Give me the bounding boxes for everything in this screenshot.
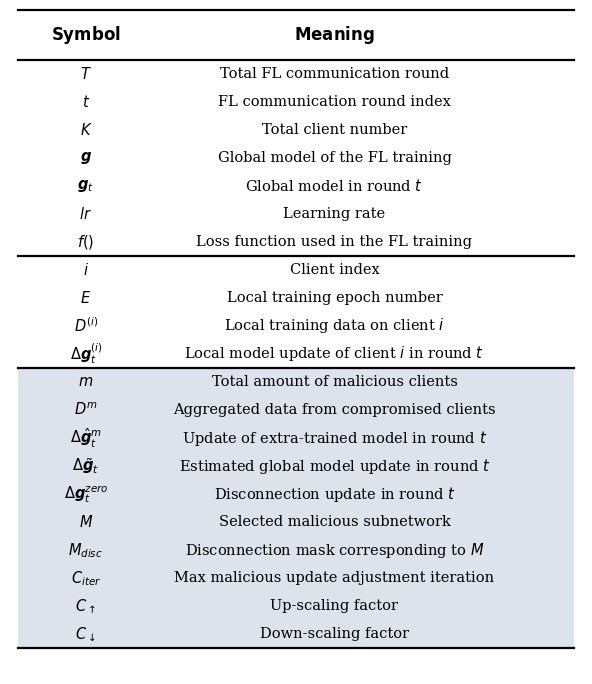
Text: FL communication round index: FL communication round index <box>218 94 451 109</box>
Text: $i$: $i$ <box>83 262 89 278</box>
Text: Total FL communication round: Total FL communication round <box>220 66 449 81</box>
Text: $\bf{Meaning}$: $\bf{Meaning}$ <box>294 24 375 46</box>
Text: Local model update of client $i$ in round $t$: Local model update of client $i$ in roun… <box>185 345 484 363</box>
Text: Disconnection mask corresponding to $M$: Disconnection mask corresponding to $M$ <box>185 541 484 560</box>
Text: $\Delta\hat{\boldsymbol{g}}_t^m$: $\Delta\hat{\boldsymbol{g}}_t^m$ <box>70 426 102 450</box>
Text: Loss function used in the FL training: Loss function used in the FL training <box>197 235 472 249</box>
Text: Global model in round $t$: Global model in round $t$ <box>246 178 423 194</box>
Text: Disconnection update in round $t$: Disconnection update in round $t$ <box>214 485 455 503</box>
Text: $E$: $E$ <box>81 290 91 306</box>
Text: $C_{\downarrow}$: $C_{\downarrow}$ <box>76 625 96 644</box>
Text: $C_{\uparrow}$: $C_{\uparrow}$ <box>76 597 96 616</box>
Text: Learning rate: Learning rate <box>284 207 385 221</box>
Text: Client index: Client index <box>289 263 379 277</box>
Text: Global model of the FL training: Global model of the FL training <box>217 150 452 165</box>
Text: $f()$: $f()$ <box>77 233 95 251</box>
Text: $\Delta\tilde{\boldsymbol{g}}_t$: $\Delta\tilde{\boldsymbol{g}}_t$ <box>72 456 99 476</box>
Text: Selected malicious subnetwork: Selected malicious subnetwork <box>218 515 451 529</box>
Text: $m$: $m$ <box>78 375 94 389</box>
Text: $K$: $K$ <box>79 122 92 137</box>
Text: Total amount of malicious clients: Total amount of malicious clients <box>211 375 458 389</box>
Text: Total client number: Total client number <box>262 122 407 137</box>
Text: $\bf{Symbol}$: $\bf{Symbol}$ <box>51 24 121 46</box>
Text: Update of extra-trained model in round $t$: Update of extra-trained model in round $… <box>182 429 487 447</box>
Text: Down-scaling factor: Down-scaling factor <box>260 627 409 642</box>
Text: Estimated global model update in round $t$: Estimated global model update in round $… <box>179 457 490 475</box>
Text: $D^m$: $D^m$ <box>74 402 98 419</box>
Text: $\Delta\boldsymbol{g}_t^{zero}$: $\Delta\boldsymbol{g}_t^{zero}$ <box>64 484 108 505</box>
Text: $D^{(i)}$: $D^{(i)}$ <box>73 317 98 335</box>
Text: Local training epoch number: Local training epoch number <box>227 291 442 305</box>
Text: $T$: $T$ <box>80 66 92 81</box>
Text: $C_{iter}$: $C_{iter}$ <box>71 569 101 588</box>
Text: $\Delta\boldsymbol{g}_t^{(i)}$: $\Delta\boldsymbol{g}_t^{(i)}$ <box>69 341 102 367</box>
Text: $M$: $M$ <box>79 514 93 530</box>
Bar <box>18 256 574 368</box>
Text: Max malicious update adjustment iteration: Max malicious update adjustment iteratio… <box>175 571 494 586</box>
Bar <box>18 368 574 648</box>
Text: Local training data on client $i$: Local training data on client $i$ <box>224 317 445 335</box>
Text: $\boldsymbol{g}_t$: $\boldsymbol{g}_t$ <box>78 178 94 194</box>
Text: $lr$: $lr$ <box>79 206 92 222</box>
Bar <box>18 10 574 60</box>
Text: $M_{disc}$: $M_{disc}$ <box>69 541 103 560</box>
Text: $t$: $t$ <box>82 94 90 109</box>
Text: Up-scaling factor: Up-scaling factor <box>271 599 398 614</box>
Bar <box>18 60 574 256</box>
Text: $\boldsymbol{g}$: $\boldsymbol{g}$ <box>80 150 92 166</box>
Text: Aggregated data from compromised clients: Aggregated data from compromised clients <box>173 403 496 417</box>
